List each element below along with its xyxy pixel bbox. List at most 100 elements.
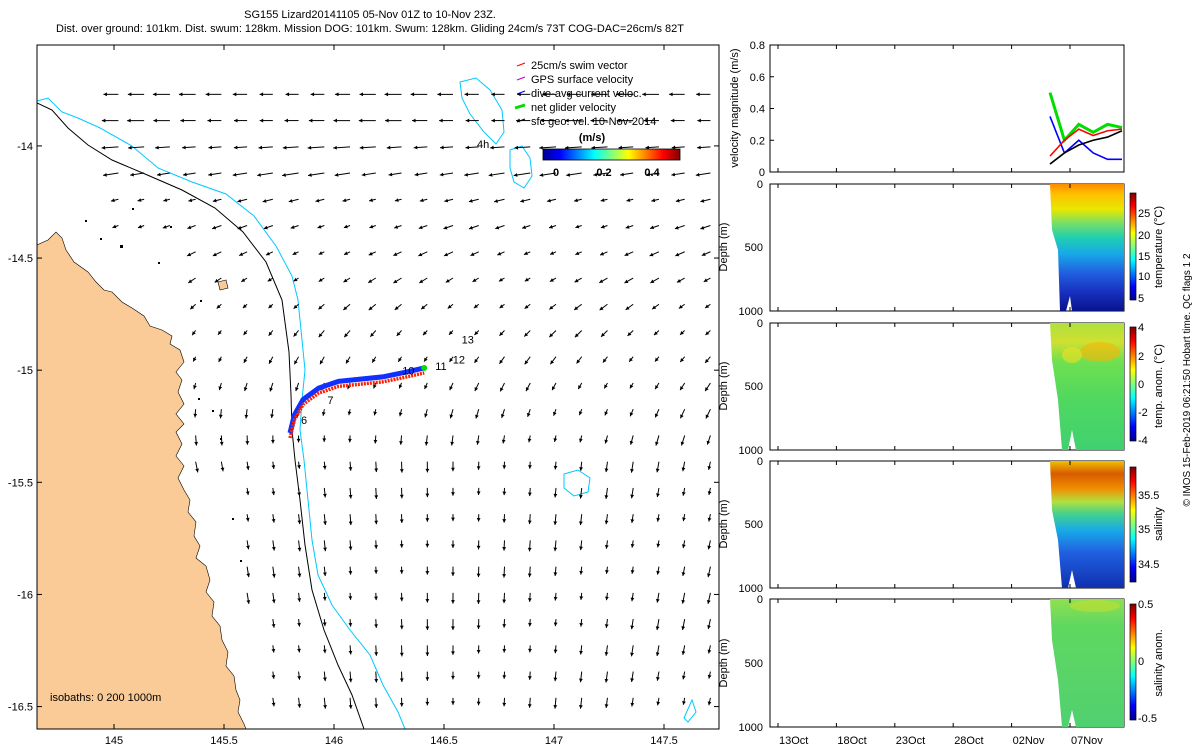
current-vector (451, 671, 455, 680)
current-vector (245, 514, 250, 522)
x-tick-label: 146.5 (430, 735, 458, 747)
current-vector (630, 592, 635, 602)
current-vector (521, 225, 531, 229)
current-vector (451, 540, 455, 549)
map-legend: 25cm/s swim vector GPS surface velocity … (514, 60, 656, 128)
current-vector (394, 303, 402, 311)
current-vector (343, 303, 351, 311)
current-vector (620, 172, 634, 177)
current-vector (425, 540, 430, 548)
current-vector (707, 671, 712, 679)
current-vector (127, 118, 145, 123)
current-vector (282, 172, 299, 177)
current-vector (707, 697, 712, 706)
x-tick-label: 147.5 (650, 735, 678, 747)
isobath-200m (37, 97, 406, 729)
current-vector (425, 514, 430, 522)
current-vector (704, 356, 711, 364)
current-vector (297, 645, 301, 653)
current-vector (624, 251, 634, 257)
current-vector (488, 172, 505, 177)
current-vector (703, 277, 711, 283)
current-vector (321, 409, 326, 416)
current-vector (257, 172, 273, 177)
current-vector (130, 172, 145, 177)
current-vector (271, 540, 276, 551)
current-vector (234, 118, 248, 123)
current-vector (653, 330, 660, 336)
current-vector (423, 356, 428, 362)
current-vector (630, 487, 635, 499)
current-vector (425, 645, 430, 657)
current-vector (393, 277, 402, 284)
current-vector (655, 461, 660, 473)
current-vector (297, 540, 302, 552)
current-vector (374, 619, 379, 628)
current-vector (307, 172, 325, 177)
current-vector (707, 514, 712, 522)
current-vector (413, 145, 428, 150)
current-vector (218, 382, 223, 391)
current-vector (399, 697, 404, 707)
current-vector (188, 198, 196, 203)
current-vector (491, 92, 505, 97)
current-vector (465, 118, 479, 123)
current-vector (451, 619, 455, 630)
current-vector (208, 145, 222, 150)
current-vector (681, 619, 686, 631)
current-vector (576, 356, 583, 364)
current-vector (575, 224, 582, 229)
day-label: 6 (301, 415, 307, 427)
current-vector (152, 92, 170, 97)
map-frame (36, 44, 720, 730)
current-vector (178, 92, 196, 97)
current-vector (697, 118, 711, 123)
current-vector (385, 118, 402, 123)
current-vector (630, 566, 635, 574)
current-vector (358, 118, 376, 123)
current-vector (182, 172, 196, 177)
current-vector (368, 303, 377, 311)
current-vector (655, 435, 660, 446)
current-vector (671, 145, 685, 150)
current-vector (348, 619, 353, 627)
current-vector (656, 566, 661, 575)
current-vector (333, 118, 351, 123)
current-vector (630, 619, 635, 630)
reef-outline-south (563, 469, 591, 497)
x-tick-label: 147 (545, 735, 563, 747)
current-vector (271, 566, 276, 578)
current-vector (333, 145, 351, 150)
current-vector (645, 145, 659, 150)
current-vector (475, 435, 480, 445)
current-vector (393, 251, 402, 257)
current-vector (473, 303, 480, 309)
current-vector (654, 356, 660, 362)
current-vector (680, 435, 686, 446)
current-vector (418, 225, 428, 230)
current-vector (322, 435, 327, 442)
current-vector (237, 198, 248, 203)
current-vector (502, 514, 507, 523)
current-vector (284, 118, 299, 123)
current-vector (322, 592, 327, 601)
current-vector (292, 251, 299, 256)
current-vector (137, 224, 145, 229)
current-vector (444, 198, 454, 203)
current-vector (374, 487, 379, 499)
current-vector (681, 645, 686, 655)
current-vector (525, 382, 531, 392)
glider-position-marker (421, 364, 428, 371)
current-vector (476, 645, 481, 654)
current-vector (262, 198, 273, 203)
current-vector (394, 198, 402, 202)
current-vector (399, 461, 404, 473)
current-vector (322, 487, 327, 498)
current-vector (566, 92, 582, 97)
current-vector (651, 198, 660, 203)
current-vector (449, 409, 454, 419)
current-vector (707, 619, 711, 630)
current-vector (243, 356, 248, 364)
current-vector (579, 435, 583, 443)
current-vector (418, 251, 428, 257)
